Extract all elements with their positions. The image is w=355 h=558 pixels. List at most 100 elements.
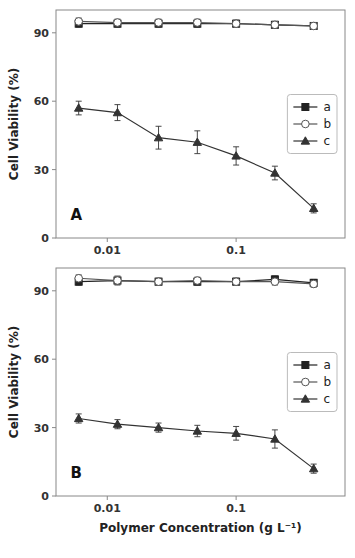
point [271,278,279,286]
error-bar [114,277,120,284]
y-tick-label: 60 [34,353,50,366]
point [114,19,122,27]
series [74,101,317,213]
legend-label: c [323,134,330,148]
series-line [79,418,314,468]
series [74,414,317,473]
plot-area [74,18,317,213]
point [193,427,201,434]
panel: 0 30 60 90 0.01 0.1 Cell Viability (%) Polymer … [7,268,346,535]
error-bar [114,19,120,26]
y-tick-label: 90 [34,27,50,40]
point [232,278,240,286]
point [309,204,317,211]
error-bar [156,278,162,285]
y-tick-label: 0 [41,232,49,245]
error-bar [233,20,239,27]
legend-marker [301,137,309,144]
y-tick [52,169,56,170]
y-axis-label: Cell Viability (%) [7,326,21,438]
legend-box [287,353,337,412]
point [233,278,240,285]
point [75,18,83,26]
series [75,276,317,286]
point [232,429,240,436]
legend-marker [302,120,310,128]
x-tick-label: 0.1 [226,502,246,515]
y-tick-label: 30 [34,164,50,177]
legend-marker [301,395,309,402]
point [155,278,163,286]
plot-frame [56,10,345,238]
y-tick-label: 90 [34,285,50,298]
y-tick [52,496,56,497]
error-bar [311,281,317,288]
x-tick-label: 0.01 [94,502,121,515]
error-bar [272,278,278,285]
error-bar [272,21,278,28]
legend-marker [302,104,309,111]
figure: 03060900.010.1Cell Viability (%)Aabc0306… [0,0,355,558]
point [232,20,240,28]
error-bar [233,278,239,285]
y-tick-label: 60 [34,95,50,108]
point [75,274,83,282]
point [154,133,162,140]
legend-box [287,95,337,154]
point [271,21,279,29]
point [271,169,279,176]
point [310,22,317,29]
panel: 03060900.010.1Cell Viability (%)Aabc [7,10,346,257]
point [113,420,121,427]
point [74,104,82,111]
y-tick [52,427,56,428]
x-axis-label: Polymer Concentration (g L⁻¹) [99,521,302,535]
y-tick [52,32,56,33]
point [194,277,202,285]
error-bar [76,18,82,25]
series [75,274,318,287]
legend-label: a [323,358,330,372]
error-bar [156,19,162,26]
error-bar [76,275,82,282]
error-bar [311,23,317,30]
point [114,277,121,284]
point [113,108,121,115]
point [193,138,201,145]
y-tick [52,238,56,239]
series [75,18,318,30]
x-tick [107,238,108,242]
legend: abc [287,95,337,154]
point [310,22,318,30]
y-tick-label: 0 [41,490,49,503]
point [155,278,162,285]
series-line [79,108,314,208]
point [154,423,162,430]
legend-marker [302,362,309,369]
error-bar [156,278,162,285]
error-bar [194,277,200,284]
legend: abc [287,353,337,412]
y-tick [52,101,56,102]
legend-marker [302,378,310,386]
legend-label: a [323,100,330,114]
error-bar [194,19,200,26]
legend-label: b [323,375,331,389]
x-tick [107,496,108,500]
point [194,19,202,27]
y-tick [52,359,56,360]
error-bar [272,21,278,28]
point [74,414,82,421]
x-tick-label: 0.1 [226,244,246,257]
y-tick-label: 30 [34,422,50,435]
error-bar [311,23,317,30]
point [271,21,278,28]
point [271,435,279,442]
panel-label: B [70,464,81,482]
x-tick [236,496,237,500]
point [155,19,163,27]
error-bar [233,20,239,27]
x-tick [236,238,237,242]
legend-label: b [323,117,331,131]
point [309,464,317,471]
